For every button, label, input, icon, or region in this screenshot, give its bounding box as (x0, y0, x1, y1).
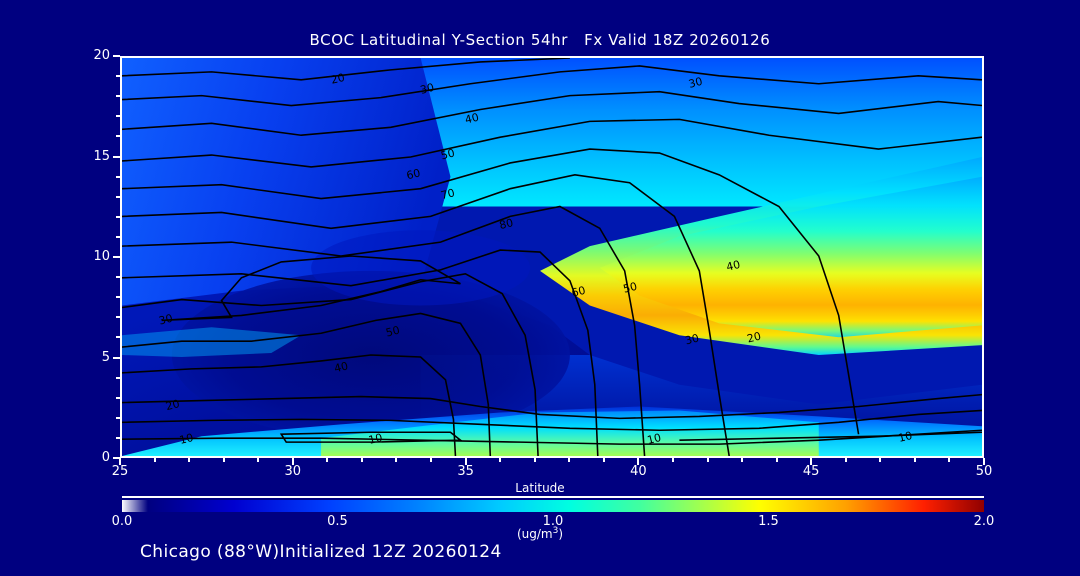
contour-label: 60 (405, 166, 422, 182)
contour-label: 10 (897, 429, 914, 445)
y-axis-tick-mark (113, 256, 120, 258)
y-axis-minor-tick (116, 416, 120, 419)
contour-label: 40 (464, 111, 481, 127)
y-axis-tick-mark (113, 55, 120, 57)
contour-lines (122, 58, 982, 456)
y-axis-tick-label: 10 (93, 249, 110, 264)
contour-label: 70 (439, 186, 456, 202)
contour-label: 30 (157, 312, 174, 328)
plot-area: 20 30 30 40 50 60 70 80 60 50 40 30 20 50 40 30 20 10 10 10… (120, 56, 984, 458)
y-axis-minor-tick (116, 396, 120, 399)
x-axis-tick-label: 25 (111, 464, 129, 479)
contour-label: 40 (725, 258, 742, 274)
contour-labels-svg: 20 30 30 40 50 60 70 80 60 50 40 30 20 50 40 30 20 10 10 10… (157, 71, 914, 447)
contour-label: 80 (498, 216, 515, 232)
y-axis-tick-mark (113, 457, 120, 459)
x-axis-minor-tick (222, 458, 225, 462)
x-axis-tick-label: 50 (975, 464, 993, 479)
x-axis-minor-tick (257, 458, 260, 462)
colorbar[interactable] (122, 500, 984, 512)
y-axis-tick-label: 0 (101, 450, 110, 465)
x-axis-tick-mark (464, 458, 467, 465)
x-axis-tick-label: 35 (457, 464, 474, 479)
contour-label: 30 (687, 75, 704, 91)
contour-label: 10 (367, 431, 384, 447)
contour-label: 10 (646, 431, 663, 447)
contour-label: 40 (333, 359, 350, 375)
y-axis-minor-tick (116, 436, 120, 439)
y-axis-minor-tick (116, 276, 120, 279)
x-axis-tick-label: 45 (802, 464, 820, 479)
contour-fill-svg (122, 58, 982, 456)
y-axis-minor-tick (116, 215, 120, 218)
colorbar-tick-label: 0.5 (327, 514, 348, 529)
x-axis-minor-tick (602, 458, 605, 462)
y-axis-minor-tick (116, 135, 120, 138)
x-axis-minor-tick (706, 458, 709, 462)
y-axis-tick-mark (113, 356, 120, 359)
x-axis-minor-tick (188, 458, 191, 462)
x-axis-tick-mark (810, 458, 813, 465)
colorbar-rule (122, 496, 984, 498)
y-axis-minor-tick (116, 336, 120, 339)
x-axis-minor-tick (568, 458, 571, 462)
y-axis-minor-tick (116, 95, 120, 98)
contour-label: 50 (439, 146, 456, 162)
y-axis-minor-tick (116, 195, 120, 198)
x-axis-tick-label: 40 (630, 464, 647, 479)
x-axis: 25 30 35 40 45 50 (112, 458, 992, 484)
x-axis-label: Latitude (515, 481, 565, 495)
contour-label: 20 (329, 71, 346, 87)
y-axis-tick-mark (113, 155, 120, 158)
contour-label: 60 (570, 284, 587, 300)
y-axis-minor-tick (116, 376, 120, 379)
contour-label: 30 (419, 81, 436, 97)
colorbar-tick-label: 1.5 (758, 514, 779, 529)
contour-label: 50 (384, 324, 401, 340)
y-axis-minor-tick (116, 316, 120, 319)
y-axis-tick-label: 15 (93, 148, 110, 164)
y-axis-tick-label: 5 (101, 349, 110, 365)
figure-title: BCOC Latitudinal Y-Section 54hr Fx Valid… (309, 31, 771, 49)
x-axis-minor-tick (775, 458, 778, 462)
x-axis-tick-mark (119, 458, 121, 465)
x-axis-minor-tick (948, 458, 951, 462)
x-axis-minor-tick (153, 458, 156, 462)
x-axis-minor-tick (533, 458, 536, 462)
x-axis-minor-tick (430, 458, 433, 462)
colorbar-unit-label: (ug/m3) (516, 526, 564, 541)
x-axis-tick-mark (983, 458, 985, 465)
x-axis-minor-tick (913, 458, 916, 462)
contour-label: 30 (684, 332, 701, 348)
y-axis-minor-tick (116, 296, 120, 299)
contour-label: 20 (164, 397, 181, 413)
y-axis-minor-tick (116, 175, 120, 178)
x-axis-minor-tick (879, 458, 882, 462)
x-axis-tick-mark (637, 458, 640, 465)
y-axis-minor-tick (116, 235, 120, 238)
x-axis-minor-tick (499, 458, 502, 462)
x-axis-tick-label: 30 (284, 464, 302, 479)
x-axis-minor-tick (326, 458, 329, 462)
contour-label: 20 (746, 330, 763, 346)
figure-footer: Chicago (88°W)Initialized 12Z 20260124 (140, 542, 502, 562)
y-axis-minor-tick (116, 115, 120, 118)
y-axis-tick-label: 20 (93, 48, 110, 63)
x-axis-minor-tick (844, 458, 847, 462)
x-axis-minor-tick (360, 458, 363, 462)
colorbar-tick-label: 0.0 (111, 514, 133, 529)
x-axis-tick-mark (291, 458, 294, 465)
y-axis-minor-tick (116, 75, 120, 78)
x-axis-minor-tick (395, 458, 398, 462)
contour-label: 50 (622, 280, 639, 296)
field-render: 20 30 30 40 50 60 70 80 60 50 40 30 20 50 40 30 20 10 10 10… (122, 58, 982, 456)
x-axis-minor-tick (671, 458, 674, 462)
contour-label: 10 (178, 431, 195, 447)
colorbar-tick-label: 1.0 (542, 514, 564, 529)
colorbar-tick-label: 2.0 (973, 514, 995, 529)
x-axis-minor-tick (741, 458, 744, 462)
